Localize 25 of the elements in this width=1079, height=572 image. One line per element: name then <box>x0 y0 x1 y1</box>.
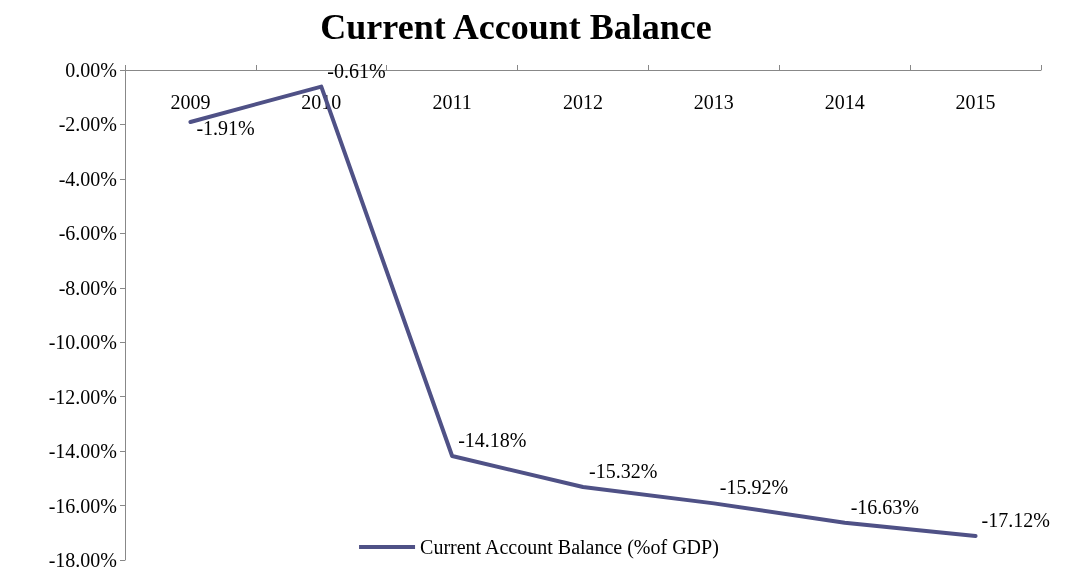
y-tick-label: -14.00% <box>48 440 117 463</box>
data-label: -15.92% <box>719 476 789 499</box>
y-tick-label: -2.00% <box>58 113 117 136</box>
data-label: -15.32% <box>589 460 658 483</box>
y-tick-label: -18.00% <box>48 549 117 571</box>
data-label: -1.91% <box>196 116 255 139</box>
x-tick-label: 2014 <box>824 91 865 113</box>
legend-label: Current Account Balance (%of GDP) <box>420 536 719 559</box>
x-tick-label: 2011 <box>432 91 472 113</box>
x-tick-label: 2009 <box>170 91 211 113</box>
data-label: -0.61% <box>327 59 386 82</box>
y-tick-label: -10.00% <box>48 331 117 354</box>
y-tick-label: -6.00% <box>58 222 117 245</box>
data-label: -14.18% <box>458 429 527 452</box>
y-tick-label: -12.00% <box>48 385 117 408</box>
y-tick-label: 0.00% <box>65 59 117 81</box>
data-label: -16.63% <box>850 495 920 518</box>
chart-title: Current Account Balance <box>320 7 712 47</box>
x-tick-label: 2012 <box>563 91 603 113</box>
x-tick-label: 2015 <box>955 91 996 113</box>
data-label: -17.12% <box>981 509 1050 532</box>
y-tick-label: -8.00% <box>58 276 117 299</box>
y-tick-label: -4.00% <box>58 167 117 190</box>
x-tick-label: 2013 <box>693 91 734 113</box>
y-tick-label: -16.00% <box>48 494 117 517</box>
